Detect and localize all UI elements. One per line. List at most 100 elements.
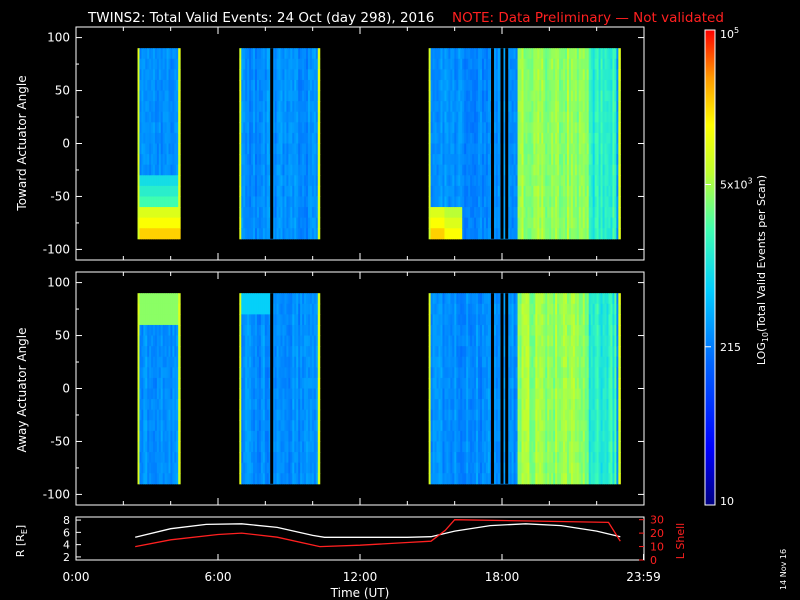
heatmap-cell bbox=[137, 175, 140, 187]
heatmap-cell bbox=[559, 48, 562, 60]
heatmap-cell bbox=[493, 324, 497, 337]
heatmap-cell bbox=[483, 164, 487, 176]
heatmap-cell bbox=[511, 420, 515, 432]
heatmap-cell bbox=[430, 346, 434, 358]
heatmap-cell bbox=[145, 388, 148, 400]
heatmap-cell bbox=[266, 399, 270, 411]
heatmap-cell bbox=[260, 367, 264, 379]
heatmap-cell bbox=[533, 122, 536, 134]
heatmap-cell bbox=[256, 228, 260, 240]
heatmap-cell bbox=[262, 101, 266, 113]
heatmap-cell bbox=[563, 79, 566, 92]
heatmap-cell bbox=[164, 293, 168, 305]
heatmap-cell bbox=[509, 207, 513, 219]
heatmap-cell bbox=[178, 293, 181, 305]
heatmap-cell bbox=[300, 207, 303, 219]
heatmap-cell bbox=[158, 335, 162, 347]
heatmap-cell bbox=[272, 356, 276, 368]
heatmap-cell bbox=[176, 48, 179, 60]
heatmap-cell bbox=[276, 409, 280, 421]
heatmap-cell bbox=[141, 430, 144, 442]
heatmap-cell bbox=[466, 175, 469, 187]
heatmap-cell bbox=[294, 101, 297, 113]
heatmap-cell bbox=[151, 473, 154, 485]
heatmap-cell bbox=[464, 154, 467, 166]
heatmap-cell bbox=[474, 69, 477, 81]
heatmap-cell bbox=[454, 228, 457, 240]
heatmap-cell bbox=[317, 58, 321, 70]
heatmap-cell bbox=[614, 154, 617, 166]
heatmap-cell bbox=[582, 122, 586, 134]
heatmap-cell bbox=[586, 122, 590, 134]
heatmap-cell bbox=[606, 69, 609, 81]
heatmap-cell bbox=[460, 399, 463, 411]
heatmap-cell bbox=[247, 154, 250, 166]
heatmap-cell bbox=[468, 314, 471, 326]
heatmap-cell bbox=[315, 101, 319, 113]
heatmap-cell bbox=[478, 314, 481, 326]
heatmap-cell bbox=[168, 409, 171, 421]
heatmap-cell bbox=[476, 101, 479, 113]
heatmap-cell bbox=[302, 293, 305, 305]
heatmap-cell bbox=[147, 217, 150, 229]
heatmap-cell bbox=[547, 196, 550, 208]
heatmap-cell bbox=[487, 356, 491, 368]
heatmap-cell bbox=[164, 111, 168, 123]
heatmap-cell bbox=[481, 143, 485, 155]
heatmap-cell bbox=[292, 303, 295, 315]
heatmap-cell bbox=[470, 58, 473, 70]
heatmap-cell bbox=[158, 430, 162, 442]
heatmap-cell bbox=[574, 217, 578, 229]
heatmap-cell bbox=[284, 452, 287, 464]
heatmap-cell bbox=[154, 303, 158, 315]
heatmap-cell bbox=[153, 143, 156, 155]
heatmap-cell bbox=[149, 452, 152, 464]
heatmap-cell bbox=[468, 473, 471, 485]
heatmap-cell bbox=[481, 335, 485, 347]
heatmap-cell bbox=[537, 154, 540, 166]
heatmap-cell bbox=[264, 420, 268, 432]
heatmap-cell bbox=[162, 346, 166, 358]
heatmap-cell bbox=[154, 185, 158, 197]
heatmap-cell bbox=[278, 452, 282, 464]
heatmap-cell bbox=[432, 90, 436, 102]
heatmap-cell bbox=[151, 217, 154, 229]
heatmap-cell bbox=[154, 217, 158, 229]
heatmap-cell bbox=[495, 90, 499, 102]
heatmap-cell bbox=[164, 303, 168, 315]
heatmap-cell bbox=[450, 314, 453, 326]
heatmap-cell bbox=[434, 452, 438, 464]
heatmap-cell bbox=[497, 90, 501, 102]
heatmap-cell bbox=[541, 154, 544, 166]
heatmap-cell bbox=[480, 122, 483, 134]
heatmap-cell bbox=[294, 303, 297, 315]
heatmap-cell bbox=[149, 175, 152, 187]
heatmap-cell bbox=[430, 473, 434, 485]
heatmap-cell bbox=[454, 143, 457, 155]
heatmap-cell bbox=[495, 399, 499, 411]
heatmap-cell bbox=[472, 185, 475, 197]
heatmap-cell bbox=[304, 441, 307, 453]
heatmap-cell bbox=[618, 228, 621, 240]
heatmap-cell bbox=[481, 430, 485, 442]
heatmap-cell bbox=[253, 90, 256, 102]
heatmap-cell bbox=[174, 196, 177, 208]
heatmap-cell bbox=[596, 79, 600, 92]
heatmap-cell bbox=[572, 154, 576, 166]
heatmap-cell bbox=[553, 48, 556, 60]
heatmap-cell bbox=[454, 346, 457, 358]
heatmap-cell bbox=[610, 175, 613, 187]
heatmap-cell bbox=[278, 69, 282, 81]
heatmap-cell bbox=[239, 409, 242, 421]
heatmap-cell bbox=[454, 388, 457, 400]
heatmap-cell bbox=[264, 228, 268, 240]
heatmap-cell bbox=[448, 79, 451, 92]
heatmap-cell bbox=[458, 143, 461, 155]
heatmap-cell bbox=[570, 185, 574, 197]
heatmap-cell bbox=[612, 69, 615, 81]
heatmap-cell bbox=[309, 356, 313, 368]
heatmap-cell bbox=[600, 217, 604, 229]
heatmap-cell bbox=[430, 196, 434, 208]
heatmap-cell bbox=[485, 132, 489, 144]
heatmap-cell bbox=[153, 185, 156, 197]
